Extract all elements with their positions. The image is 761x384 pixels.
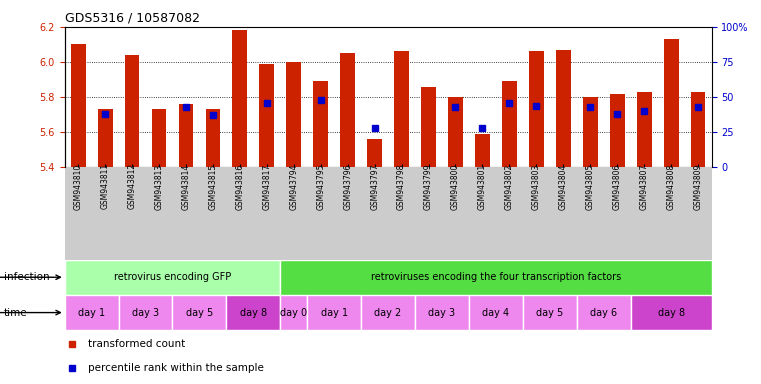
Bar: [556, 50, 571, 167]
Bar: [151, 109, 167, 167]
Bar: [631, 295, 712, 330]
Text: day 2: day 2: [374, 308, 402, 318]
Bar: [173, 295, 227, 330]
Bar: [227, 295, 280, 330]
Bar: [415, 295, 469, 330]
Bar: [368, 139, 382, 167]
Bar: [179, 104, 193, 167]
Bar: [583, 97, 597, 167]
Bar: [280, 260, 712, 295]
Bar: [691, 92, 705, 167]
Text: day 8: day 8: [658, 308, 685, 318]
Bar: [232, 30, 247, 167]
Text: retrovirus encoding GFP: retrovirus encoding GFP: [114, 272, 231, 282]
Bar: [469, 295, 523, 330]
Text: day 0: day 0: [280, 308, 307, 318]
Bar: [610, 94, 625, 167]
Text: day 1: day 1: [78, 308, 105, 318]
Bar: [394, 51, 409, 167]
Text: day 8: day 8: [240, 308, 267, 318]
Bar: [286, 62, 301, 167]
Text: GDS5316 / 10587082: GDS5316 / 10587082: [65, 11, 199, 24]
Bar: [523, 295, 577, 330]
Text: day 1: day 1: [320, 308, 348, 318]
Bar: [529, 51, 544, 167]
Text: day 3: day 3: [132, 308, 159, 318]
Bar: [664, 39, 679, 167]
Bar: [97, 109, 113, 167]
Text: day 6: day 6: [591, 308, 617, 318]
Bar: [577, 295, 631, 330]
Text: day 5: day 5: [537, 308, 563, 318]
Text: day 4: day 4: [482, 308, 509, 318]
Text: infection: infection: [4, 272, 49, 282]
Text: percentile rank within the sample: percentile rank within the sample: [88, 363, 263, 373]
Bar: [119, 295, 173, 330]
Text: time: time: [4, 308, 27, 318]
Bar: [340, 53, 355, 167]
Text: retroviruses encoding the four transcription factors: retroviruses encoding the four transcrip…: [371, 272, 621, 282]
Bar: [502, 81, 517, 167]
Bar: [260, 64, 274, 167]
Bar: [314, 81, 328, 167]
Bar: [65, 260, 280, 295]
Bar: [448, 97, 463, 167]
Bar: [71, 45, 85, 167]
Bar: [307, 295, 361, 330]
Bar: [65, 295, 119, 330]
Bar: [475, 134, 490, 167]
Text: transformed count: transformed count: [88, 339, 185, 349]
Bar: [361, 295, 415, 330]
Text: day 3: day 3: [428, 308, 456, 318]
Bar: [421, 87, 436, 167]
Bar: [280, 295, 307, 330]
Bar: [205, 109, 221, 167]
Text: day 5: day 5: [186, 308, 213, 318]
Bar: [637, 92, 651, 167]
Bar: [125, 55, 139, 167]
